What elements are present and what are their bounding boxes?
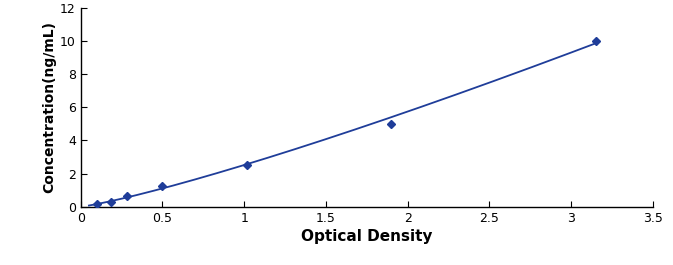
X-axis label: Optical Density: Optical Density [301, 229, 433, 244]
Y-axis label: Concentration(ng/mL): Concentration(ng/mL) [42, 21, 56, 193]
